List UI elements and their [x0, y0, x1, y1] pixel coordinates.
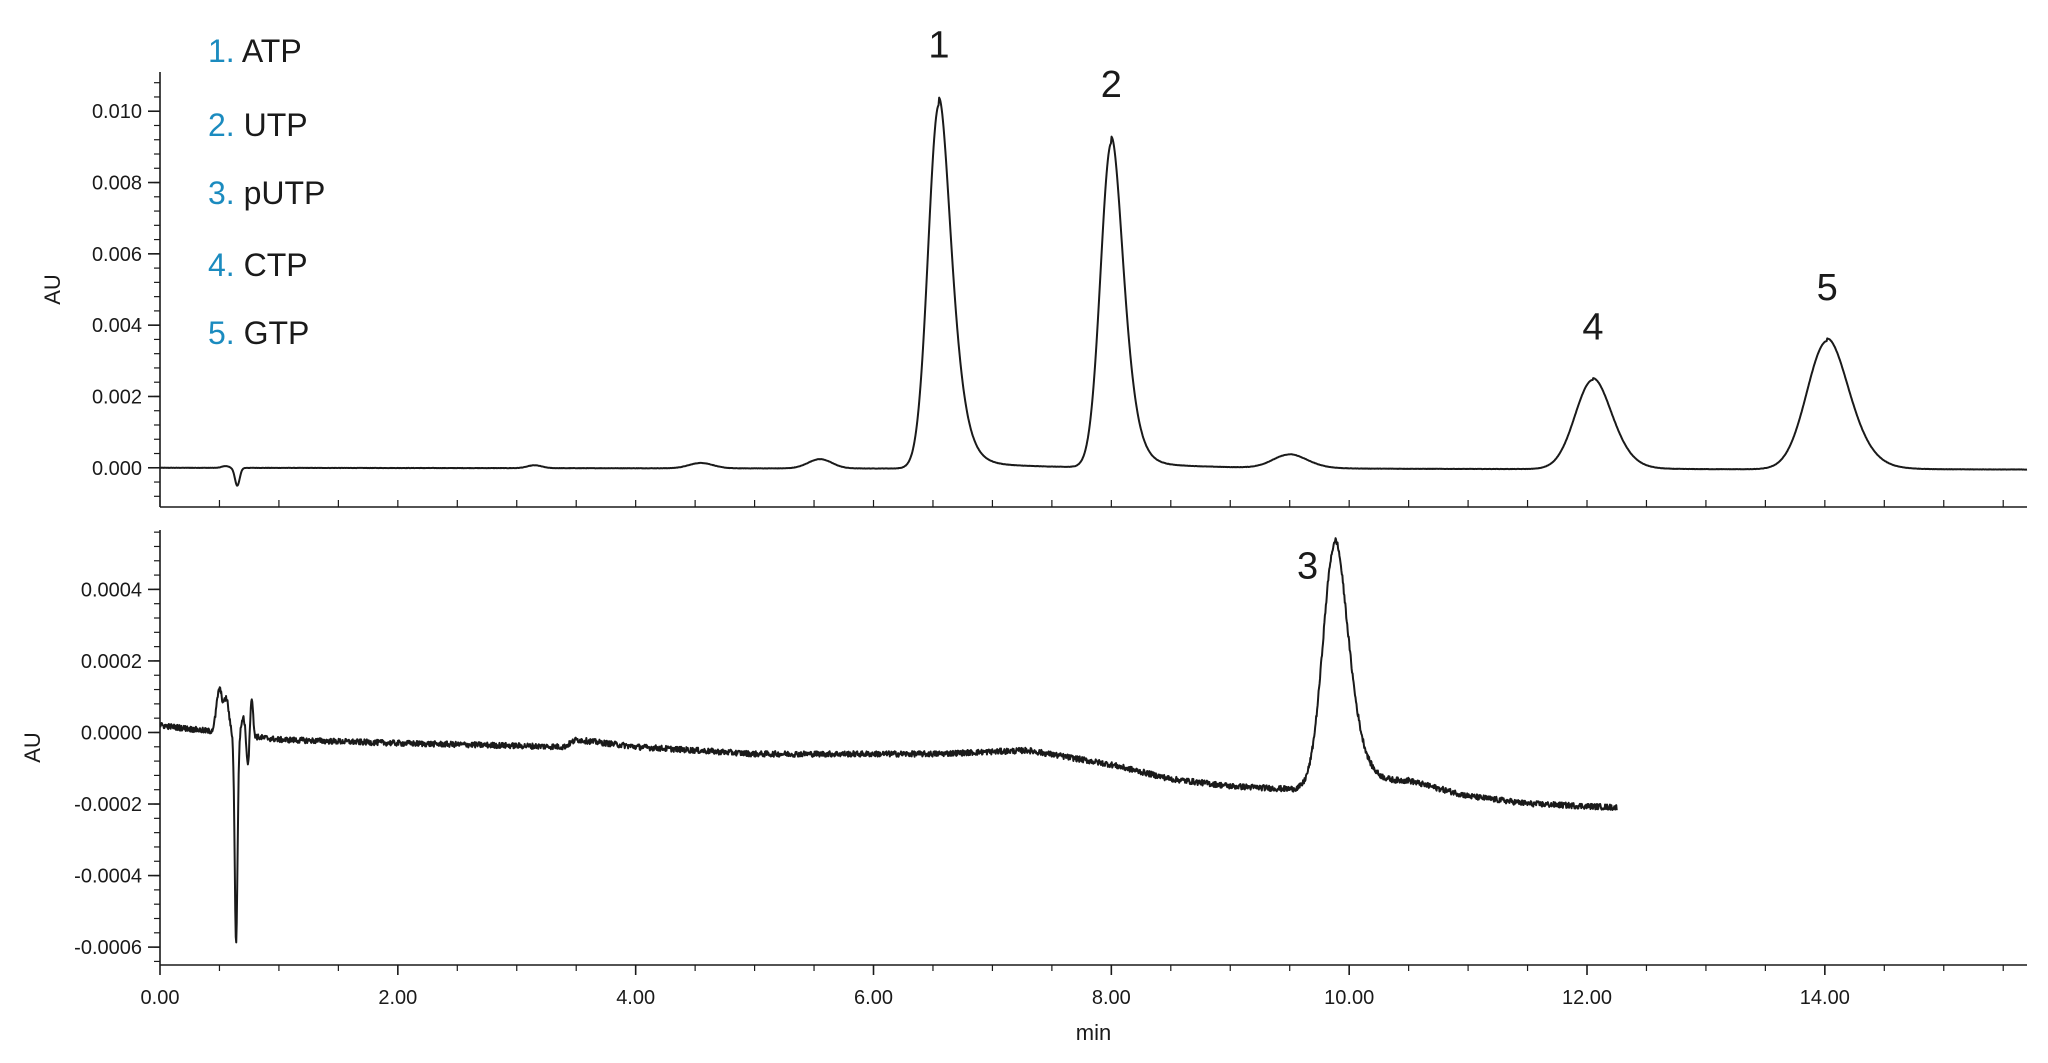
legend-entry: 4. CTP — [208, 247, 308, 283]
legend-entry: 1. ATP — [208, 33, 302, 69]
legend-number: 5. — [208, 315, 244, 351]
y-tick-label: 0.002 — [92, 386, 142, 408]
chromatogram-trace — [159, 96, 2028, 487]
y-tick-label: 0.010 — [92, 101, 142, 123]
y-tick-label: 0.008 — [92, 173, 142, 195]
y-tick-label: 0.0002 — [81, 651, 142, 673]
legend-label: pUTP — [244, 175, 326, 211]
legend-number: 3. — [208, 175, 244, 211]
legend-label: CTP — [244, 247, 308, 283]
y-tick-label: 0.0000 — [81, 722, 142, 744]
x-tick-label: 0.00 — [141, 987, 180, 1009]
bottom-chromatogram-panel: -0.0006 -0.0004 -0.0002 0.0000 0.0002 0.0004 A… — [20, 530, 2027, 1045]
x-tick-label: 12.00 — [1562, 987, 1612, 1009]
legend-entry: 2. UTP — [208, 107, 308, 143]
y-tick-label: 0.006 — [92, 244, 142, 266]
x-tick-label: 6.00 — [854, 987, 893, 1009]
peak-label-3: 3 — [1297, 546, 1318, 588]
y-tick-label: 0.004 — [92, 315, 142, 337]
y-axis-label: AU — [20, 732, 45, 763]
peak-label-4: 4 — [1582, 306, 1603, 348]
y-axis-label: AU — [40, 274, 65, 305]
legend-entry: 5. GTP — [208, 315, 309, 351]
x-tick-label: 2.00 — [378, 987, 417, 1009]
legend-entry: 3. pUTP — [208, 175, 325, 211]
peak-label-2: 2 — [1101, 64, 1122, 106]
legend-label: UTP — [244, 107, 308, 143]
y-tick-label: -0.0002 — [74, 794, 142, 816]
y-tick-label: -0.0006 — [74, 937, 142, 959]
x-tick-label: 8.00 — [1092, 987, 1131, 1009]
peak-label-5: 5 — [1817, 267, 1838, 309]
legend-label: ATP — [242, 33, 302, 69]
y-tick-label: 0.0004 — [81, 579, 142, 601]
x-tick-label: 10.00 — [1324, 987, 1374, 1009]
y-tick-label: -0.0004 — [74, 866, 142, 888]
x-tick-label: 14.00 — [1800, 987, 1850, 1009]
legend-number: 2. — [208, 107, 244, 143]
x-axis-label: min — [1076, 1020, 1111, 1045]
legend-number: 1. — [208, 33, 242, 69]
x-tick-label: 4.00 — [616, 987, 655, 1009]
legend-number: 4. — [208, 247, 244, 283]
chromatogram-trace — [159, 537, 1618, 944]
top-chromatogram-panel: 0.000 0.002 0.004 0.006 0.008 0.010 AU 1 2 4 5 — [40, 25, 2028, 508]
peak-label-1: 1 — [928, 25, 949, 67]
legend-label: GTP — [244, 315, 310, 351]
y-tick-label: 0.000 — [92, 458, 142, 480]
